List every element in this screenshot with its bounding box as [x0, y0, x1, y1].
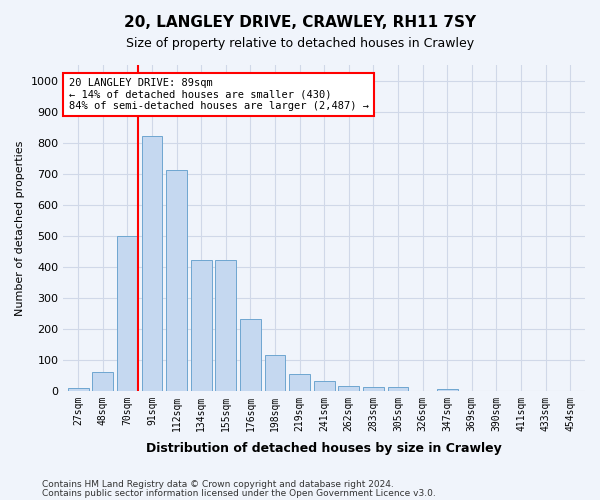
Text: 20 LANGLEY DRIVE: 89sqm
← 14% of detached houses are smaller (430)
84% of semi-d: 20 LANGLEY DRIVE: 89sqm ← 14% of detache…	[68, 78, 368, 111]
Bar	[68, 388, 89, 391]
Text: Contains HM Land Registry data © Crown copyright and database right 2024.: Contains HM Land Registry data © Crown c…	[42, 480, 394, 489]
Bar	[437, 388, 458, 391]
Bar	[363, 387, 384, 391]
Bar	[265, 355, 286, 391]
Text: 20, LANGLEY DRIVE, CRAWLEY, RH11 7SY: 20, LANGLEY DRIVE, CRAWLEY, RH11 7SY	[124, 15, 476, 30]
Bar	[166, 170, 187, 391]
Bar	[215, 260, 236, 391]
Bar	[338, 386, 359, 391]
Bar	[191, 260, 212, 391]
Bar	[240, 320, 261, 391]
Bar	[289, 374, 310, 391]
Bar	[117, 236, 138, 391]
Text: Size of property relative to detached houses in Crawley: Size of property relative to detached ho…	[126, 38, 474, 51]
Bar	[92, 372, 113, 391]
Bar	[388, 387, 409, 391]
Bar	[142, 136, 163, 391]
Text: Contains public sector information licensed under the Open Government Licence v3: Contains public sector information licen…	[42, 489, 436, 498]
Y-axis label: Number of detached properties: Number of detached properties	[15, 140, 25, 316]
Bar	[314, 382, 335, 391]
X-axis label: Distribution of detached houses by size in Crawley: Distribution of detached houses by size …	[146, 442, 502, 455]
